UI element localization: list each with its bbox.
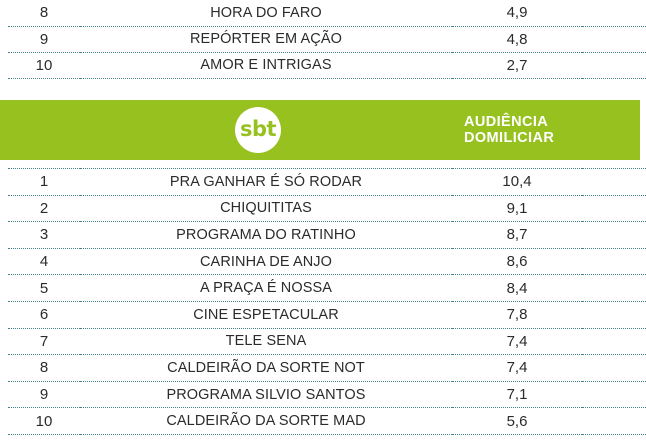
- program-name: PROGRAMA SILVIO SANTOS: [80, 381, 452, 409]
- program-name: CALDEIRÃO DA SORTE MAD: [80, 407, 452, 435]
- program-name: CINE ESPETACULAR: [80, 301, 452, 329]
- rating-value: 7,1: [452, 381, 582, 409]
- rating-value: 8,6: [452, 248, 582, 276]
- channel-header-bar: sbt AUDIÊNCIA DOMILICIAR: [0, 100, 640, 160]
- row-spacer: [582, 248, 646, 276]
- rating-value: 7,4: [452, 354, 582, 382]
- row-spacer: [582, 52, 646, 79]
- program-name: AMOR E INTRIGAS: [80, 52, 452, 79]
- sbt-table-section: 1 PRA GANHAR É SÓ RODAR 10,4 2 CHIQUITIT…: [0, 168, 646, 435]
- row-spacer: [582, 381, 646, 409]
- row-spacer: [582, 168, 646, 196]
- sbt-logo-text: sbt: [239, 116, 277, 141]
- rank-position: 1: [8, 168, 80, 196]
- program-name: REPÓRTER EM AÇÃO: [80, 26, 452, 53]
- table-row: 8 HORA DO FARO 4,9: [8, 0, 646, 27]
- table-row: 7 TELE SENA 7,4: [8, 328, 646, 356]
- row-spacer: [582, 0, 646, 27]
- table-row: 3 PROGRAMA DO RATINHO 8,7: [8, 221, 646, 249]
- program-name: HORA DO FARO: [80, 0, 452, 27]
- program-name: PRA GANHAR É SÓ RODAR: [80, 168, 452, 196]
- table-row: 5 A PRAÇA É NOSSA 8,4: [8, 274, 646, 302]
- table-row: 4 CARINHA DE ANJO 8,6: [8, 248, 646, 276]
- table-row: 8 CALDEIRÃO DA SORTE NOT 7,4: [8, 354, 646, 382]
- table-row: 1 PRA GANHAR É SÓ RODAR 10,4: [8, 168, 646, 196]
- rank-position: 9: [8, 381, 80, 409]
- rating-value: 8,4: [452, 274, 582, 302]
- rank-position: 8: [8, 0, 80, 27]
- rank-position: 9: [8, 26, 80, 53]
- sbt-ranking-table: 1 PRA GANHAR É SÓ RODAR 10,4 2 CHIQUITIT…: [8, 168, 646, 435]
- rank-position: 6: [8, 301, 80, 329]
- previous-channel-table-body: 8 HORA DO FARO 4,9 9 REPÓRTER EM AÇÃO 4,…: [8, 0, 646, 79]
- program-name: A PRAÇA É NOSSA: [80, 274, 452, 302]
- table-row: 6 CINE ESPETACULAR 7,8: [8, 301, 646, 329]
- row-spacer: [582, 26, 646, 53]
- program-name: CALDEIRÃO DA SORTE NOT: [80, 354, 452, 382]
- rating-value: 10,4: [452, 168, 582, 196]
- previous-channel-table-section: 8 HORA DO FARO 4,9 9 REPÓRTER EM AÇÃO 4,…: [0, 0, 646, 79]
- rank-position: 10: [8, 52, 80, 79]
- row-spacer: [582, 274, 646, 302]
- metric-column-header: AUDIÊNCIA DOMILICIAR: [464, 114, 555, 146]
- table-row: 9 PROGRAMA SILVIO SANTOS 7,1: [8, 381, 646, 409]
- rating-value: 2,7: [452, 52, 582, 79]
- program-name: CARINHA DE ANJO: [80, 248, 452, 276]
- program-name: PROGRAMA DO RATINHO: [80, 221, 452, 249]
- rating-value: 4,8: [452, 26, 582, 53]
- rating-value: 7,4: [452, 328, 582, 356]
- table-row: 10 CALDEIRÃO DA SORTE MAD 5,6: [8, 407, 646, 435]
- program-name: CHIQUITITAS: [80, 195, 452, 223]
- rank-position: 7: [8, 328, 80, 356]
- rank-position: 5: [8, 274, 80, 302]
- rank-position: 10: [8, 407, 80, 435]
- row-spacer: [582, 221, 646, 249]
- rank-position: 2: [8, 195, 80, 223]
- table-row: 2 CHIQUITITAS 9,1: [8, 195, 646, 223]
- channel-logo-slot: sbt: [72, 107, 444, 153]
- row-spacer: [582, 328, 646, 356]
- row-spacer: [582, 354, 646, 382]
- sbt-table-body: 1 PRA GANHAR É SÓ RODAR 10,4 2 CHIQUITIT…: [8, 168, 646, 435]
- rating-value: 7,8: [452, 301, 582, 329]
- previous-channel-ranking-table: 8 HORA DO FARO 4,9 9 REPÓRTER EM AÇÃO 4,…: [8, 0, 646, 79]
- rank-position: 4: [8, 248, 80, 276]
- rating-value: 4,9: [452, 0, 582, 27]
- rating-value: 9,1: [452, 195, 582, 223]
- row-spacer: [582, 195, 646, 223]
- row-spacer: [582, 301, 646, 329]
- rating-value: 5,6: [452, 407, 582, 435]
- rank-position: 3: [8, 221, 80, 249]
- row-spacer: [582, 407, 646, 435]
- program-name: TELE SENA: [80, 328, 452, 356]
- rating-value: 8,7: [452, 221, 582, 249]
- rank-position: 8: [8, 354, 80, 382]
- table-row: 10 AMOR E INTRIGAS 2,7: [8, 52, 646, 79]
- table-row: 9 REPÓRTER EM AÇÃO 4,8: [8, 26, 646, 53]
- sbt-logo-icon: sbt: [235, 107, 281, 153]
